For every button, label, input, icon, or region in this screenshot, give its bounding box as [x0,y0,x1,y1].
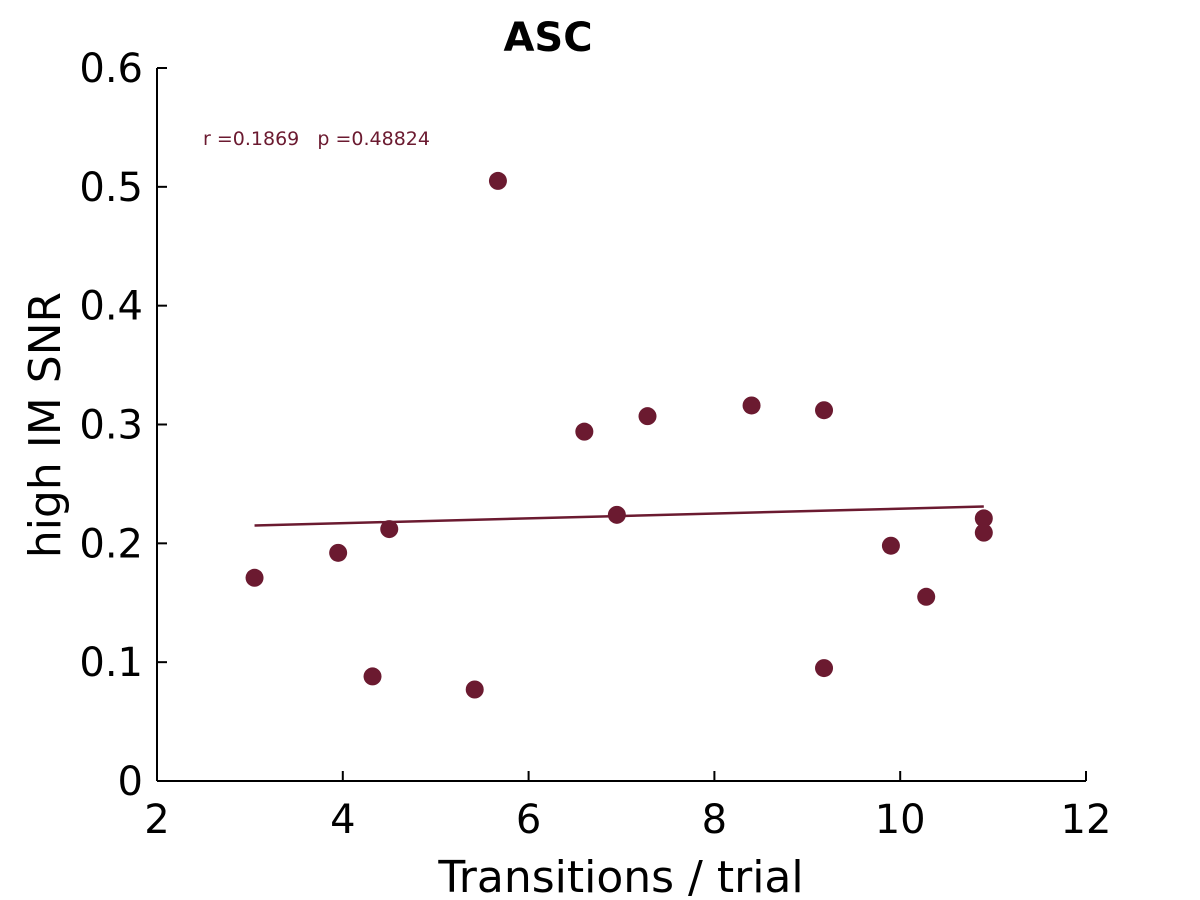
axes: 0 0.1 0.2 0.3 0.4 0.5 0.6 2 4 6 8 10 12 [79,46,1111,843]
data-point [974,523,993,542]
y-tick-label: 0.1 [79,640,143,686]
data-point [881,536,900,555]
data-point [329,543,348,562]
x-tick-label: 6 [516,797,541,843]
x-tick-label: 12 [1061,797,1112,843]
data-point [575,422,594,441]
correlation-annotation: r =0.1869 p =0.48824 [203,128,430,150]
y-tick-label: 0.5 [79,165,143,211]
y-tick-label: 0.2 [79,521,143,567]
x-tick-label: 10 [875,797,926,843]
data-point [380,520,399,539]
x-axis-title: Transitions / trial [437,852,803,900]
x-tick-label: 8 [702,797,727,843]
data-point [465,680,484,699]
y-tick-label: 0 [118,759,143,805]
x-tick-label: 4 [330,797,355,843]
chart-title: ASC [503,15,592,61]
data-point [974,509,993,528]
data-point [363,667,382,686]
y-axis-title: high IM SNR [20,292,71,558]
data-point [607,505,626,524]
y-tick-label: 0.3 [79,403,143,449]
data-point [742,396,761,415]
data-point [488,171,507,190]
data-point [245,568,264,587]
data-point [815,401,834,420]
data-points [245,171,993,699]
x-tick-label: 2 [144,797,169,843]
data-point [917,587,936,606]
data-point [638,407,657,426]
data-point [815,659,834,678]
y-tick-label: 0.6 [79,46,143,92]
y-tick-label: 0.4 [79,284,143,330]
